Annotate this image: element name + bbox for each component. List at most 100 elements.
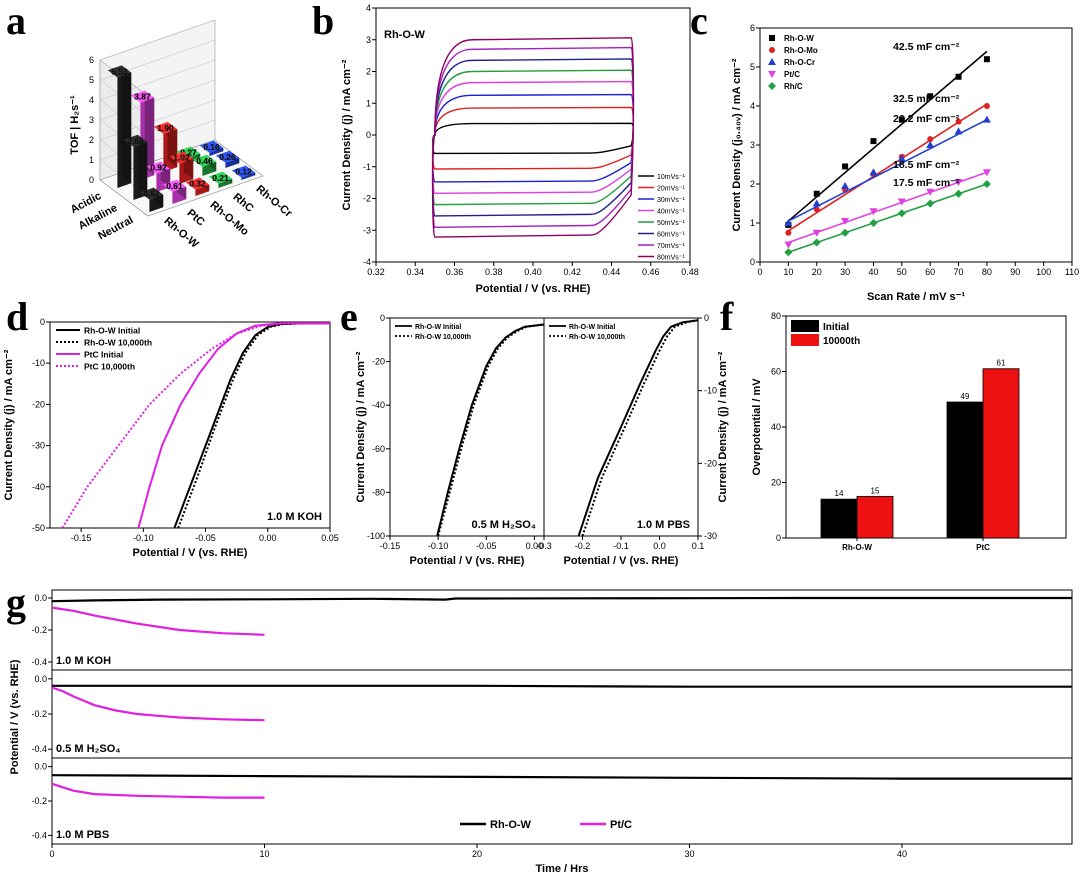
y-axis-label: Current Density (j₀.₄₀ᵥ) / mA cm⁻² — [731, 58, 743, 231]
bar-3d: 0.46 — [192, 154, 217, 176]
legend-swatch — [791, 334, 819, 346]
slope-annotation: 26.2 mF cm⁻² — [893, 113, 960, 125]
legend-label: 60mVs⁻¹ — [657, 232, 685, 239]
legend-label: Rh-O-W 10,000th — [415, 334, 471, 341]
x-tick-label: 40 — [897, 849, 907, 859]
legend-label: Rh-O-W Initial — [569, 324, 615, 331]
fit-line — [788, 183, 988, 254]
y-tick-label: -20 — [704, 458, 717, 468]
x-tick-label: 0.05 — [321, 533, 339, 543]
y-axis-label-left: Current Density (j) / mA cm⁻² — [355, 351, 367, 502]
category-label: PtC — [976, 543, 990, 552]
bar-3d: 0.62 — [139, 187, 164, 212]
x-tick-label: 0.36 — [446, 267, 464, 277]
y-tick-label: -60 — [372, 444, 385, 454]
panel-e-polarization-chart: -0.15 -0.10 -0.05 0.000-20-40-60-80-100Pote… — [355, 313, 729, 567]
x-tick-label: -0.1 — [613, 541, 629, 551]
data-point — [982, 115, 991, 123]
bar-initial — [820, 498, 858, 539]
bar-front-face — [241, 172, 256, 180]
plot-frame — [51, 757, 1073, 845]
polarization-curve-4 — [61, 322, 330, 529]
bar-3d: 0.12 — [231, 165, 256, 180]
x-axis-label: Scan Rate / mV s⁻¹ — [867, 291, 965, 303]
x-tick-label: 0.1 — [692, 541, 705, 551]
x-tick-label: 10 — [259, 849, 269, 859]
y-axis-label: Current Density (j) / mA cm⁻² — [341, 59, 353, 210]
x-tick-label: 0.34 — [406, 267, 424, 277]
stability-curve-2 — [51, 686, 265, 722]
bar-value-label: 0.62 — [143, 189, 160, 199]
plot-frame — [51, 589, 1073, 671]
panel-f-overpotential-bar-chart: 0 20 40 60 80 Overpotential / mV Rh-O-W 14 15 PtC… — [751, 311, 1067, 552]
y-tick-label: 0 — [776, 533, 781, 543]
bar-top-face — [185, 177, 210, 190]
panel-label-g: g — [6, 580, 26, 625]
y-tick-label: -20 — [372, 357, 385, 367]
y-tick-label: -20 — [32, 399, 45, 409]
x-tick-label: 10 — [783, 267, 793, 277]
y-tick-label: 0 — [89, 175, 94, 185]
bar-top-face — [215, 150, 240, 163]
bar-value-label: 0.61 — [166, 181, 183, 191]
electrolyte-label: 0.5 M H₂SO₄ — [56, 743, 121, 755]
x-tick-label: 0.42 — [563, 267, 581, 277]
bar-value-label: 0.12 — [235, 167, 252, 177]
x-tick-label: 40 — [868, 267, 878, 277]
bar-value-label: 5.53 — [111, 66, 128, 76]
polarization-curve-1 — [436, 323, 545, 537]
y-tick-label: 4 — [750, 101, 755, 111]
x-tick-label: -0.05 — [476, 541, 497, 551]
bar-initial — [946, 401, 984, 539]
bar-top-face — [192, 154, 217, 167]
bar-3d: 2.66 — [123, 134, 148, 200]
bar-top-face — [130, 90, 155, 103]
data-point — [954, 127, 963, 135]
y-tick-label: -0.2 — [31, 709, 47, 719]
x-tick-label: 110 — [1065, 267, 1079, 277]
bar-3d: 0.61 — [162, 179, 187, 204]
data-point — [869, 168, 878, 176]
bar-top-face — [123, 134, 148, 147]
panel-label-d: d — [6, 294, 28, 339]
panel-label-b: b — [312, 0, 334, 43]
bar-top-face — [107, 65, 132, 78]
y-tick-label: 80 — [771, 311, 781, 321]
x-tick-label: 0.32 — [367, 267, 385, 277]
data-point — [983, 56, 990, 63]
bar-value-label: 0.26 — [219, 152, 236, 162]
y-tick-label: 1 — [89, 155, 94, 165]
data-point — [812, 199, 821, 207]
y-tick-label: -100 — [367, 531, 385, 541]
panel-g-stability-chart: 0.0 -0.2 -0.4 1.0 M KOH 0.0 -0.2 -0.4 0.5 M H₂S… — [9, 589, 1073, 875]
y-tick-label: 4 — [366, 3, 371, 13]
x-tick-label: -0.05 — [195, 533, 216, 543]
stability-curve-2 — [51, 606, 265, 636]
polarization-curve-2 — [581, 319, 699, 537]
bar-side-face — [137, 134, 148, 196]
bar-top-face — [153, 122, 178, 134]
legend-label: Rh-O-W Initial — [415, 324, 461, 331]
x-tick-label: -0.3 — [536, 541, 552, 551]
data-point — [784, 219, 793, 226]
y-tick-label: 4 — [89, 95, 94, 105]
x-axis-label: Potential / V (vs. RHE) — [564, 555, 679, 567]
x-tick-label: -0.2 — [575, 541, 591, 551]
data-point — [954, 189, 963, 198]
bar-value-label: 3.87 — [134, 92, 151, 102]
y-tick-label: -40 — [32, 482, 45, 492]
bar-top-face — [231, 165, 256, 178]
legend-label: Rh-O-Mo — [784, 46, 818, 55]
bar-3d: 0.26 — [215, 150, 240, 168]
catalyst-label: Rh-O-Cr — [254, 183, 295, 220]
legend-label: 40mVs⁻¹ — [657, 209, 685, 216]
electrolyte-label: 0.5 M H₂SO₄ — [471, 519, 536, 531]
x-axis-label: Potential / V (vs. RHE) — [476, 283, 591, 295]
slope-annotation: 18.5 mF cm⁻² — [893, 159, 960, 171]
data-point — [842, 163, 849, 170]
data-point — [841, 228, 850, 237]
data-point — [870, 138, 877, 145]
y-tick-label: -10 — [704, 386, 717, 396]
data-point — [926, 188, 935, 196]
cv-curve-series-2 — [431, 106, 635, 170]
